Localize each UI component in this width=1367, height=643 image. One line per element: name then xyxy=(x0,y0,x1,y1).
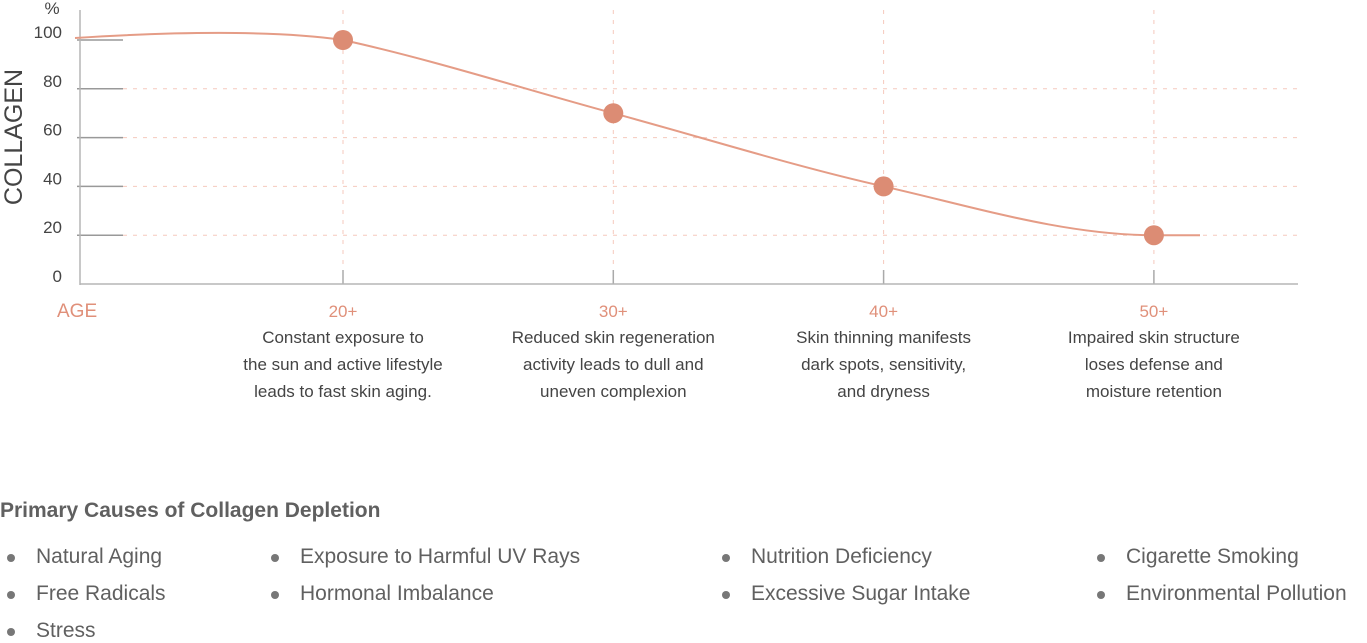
cause-item: Natural Aging xyxy=(7,545,163,569)
x-tick-label: 50+ xyxy=(1139,302,1168,321)
description-line: and dryness xyxy=(837,382,930,401)
cause-label: Environmental Pollution xyxy=(1126,582,1347,605)
grid xyxy=(123,10,1300,268)
description-line: activity leads to dull and xyxy=(523,355,704,374)
y-unit: % xyxy=(44,0,59,18)
description-line: the sun and active lifestyle xyxy=(243,355,443,374)
x-tick-label: 40+ xyxy=(869,302,898,321)
bullet-icon xyxy=(1097,591,1105,599)
cause-label: Free Radicals xyxy=(36,582,166,605)
y-tick-label: 80 xyxy=(43,72,62,91)
y-tick-label: 20 xyxy=(43,218,62,237)
markers xyxy=(333,30,1164,246)
cause-label: Stress xyxy=(36,619,96,642)
y-tick-label: 0 xyxy=(53,267,62,286)
bullet-icon xyxy=(7,628,15,636)
bullet-icon xyxy=(722,554,730,562)
cause-label: Cigarette Smoking xyxy=(1126,545,1299,568)
bullet-icon xyxy=(271,554,279,562)
data-point xyxy=(333,30,353,50)
age-description: Constant exposure to the sun and active l… xyxy=(213,324,473,405)
description-line: Skin thinning manifests xyxy=(796,328,971,347)
cause-item: Excessive Sugar Intake xyxy=(722,582,971,606)
cause-item: Stress xyxy=(7,619,96,643)
collagen-chart: % COLLAGEN AGE 0 20 40 60 80 100 20+ 30+ 40+ 50+ xyxy=(0,0,1300,322)
description-line: loses defense and xyxy=(1084,355,1223,374)
cause-item: Cigarette Smoking xyxy=(1097,545,1299,569)
y-tick-label: 40 xyxy=(43,169,62,188)
data-point xyxy=(1143,225,1164,246)
cause-item: Free Radicals xyxy=(7,582,166,606)
description-line: Impaired skin structure xyxy=(1067,328,1240,347)
description-line: Reduced skin regeneration xyxy=(511,328,715,347)
bullet-icon xyxy=(7,554,15,562)
bullet-icon xyxy=(271,591,279,599)
description-line: dark spots, sensitivity, xyxy=(801,355,967,374)
age-description: Reduced skin regeneration activity leads … xyxy=(483,324,743,405)
data-point xyxy=(603,103,624,124)
x-tick-label: 20+ xyxy=(329,302,358,321)
x-tick-labels: 20+ 30+ 40+ 50+ xyxy=(329,302,1169,321)
axes xyxy=(77,10,1298,285)
cause-label: Hormonal Imbalance xyxy=(300,582,494,605)
cause-label: Natural Aging xyxy=(36,545,163,568)
bullet-icon xyxy=(1097,554,1105,562)
cause-item: Environmental Pollution xyxy=(1097,582,1347,606)
y-tick-labels: 0 20 40 60 80 100 xyxy=(34,23,62,286)
bullet-icon xyxy=(7,591,15,599)
description-line: Constant exposure to xyxy=(262,328,424,347)
description-line: leads to fast skin aging. xyxy=(254,382,432,401)
cause-item: Nutrition Deficiency xyxy=(722,545,932,569)
cause-label: Excessive Sugar Intake xyxy=(751,582,971,605)
age-description: Skin thinning manifests dark spots, sensi… xyxy=(754,324,1014,405)
cause-item: Hormonal Imbalance xyxy=(271,582,494,606)
x-tick-label: 30+ xyxy=(599,302,628,321)
series-line xyxy=(74,31,1200,237)
y-axis-label: COLLAGEN xyxy=(0,69,28,205)
cause-label: Nutrition Deficiency xyxy=(751,545,932,568)
y-tick-label: 100 xyxy=(34,23,62,42)
y-tick-label: 60 xyxy=(43,121,62,140)
cause-item: Exposure to Harmful UV Rays xyxy=(271,545,581,569)
description-line: uneven complexion xyxy=(540,382,687,401)
data-point xyxy=(873,176,894,197)
description-line: moisture retention xyxy=(1085,382,1222,401)
x-axis-label: AGE xyxy=(57,301,97,322)
age-description: Impaired skin structure loses defense and… xyxy=(1024,324,1284,405)
bullet-icon xyxy=(722,591,730,599)
cause-label: Exposure to Harmful UV Rays xyxy=(300,545,581,568)
causes-title: Primary Causes of Collagen Depletion xyxy=(0,499,381,522)
